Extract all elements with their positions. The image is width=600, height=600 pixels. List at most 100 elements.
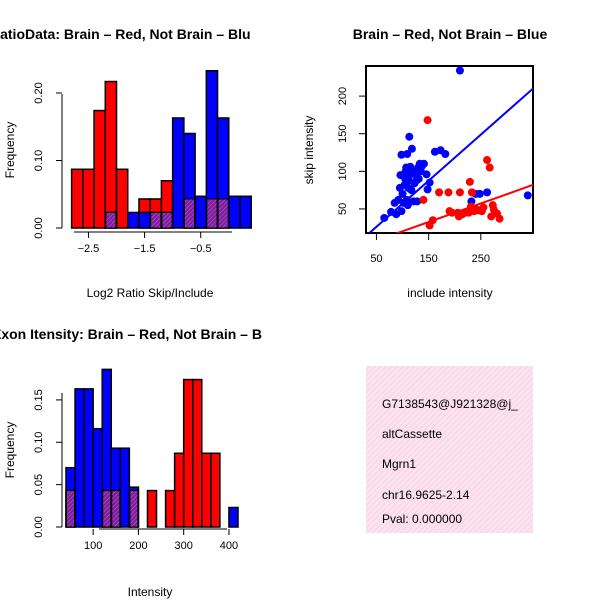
scatter-point-not-brain: [413, 197, 422, 206]
hist3-overlap-bar: [102, 490, 112, 528]
scatter-point-not-brain: [407, 144, 416, 153]
hist3-x-tick-label: 100: [84, 540, 102, 552]
scatter-plot-frame: [365, 65, 534, 234]
scatter-point-brain: [455, 188, 464, 197]
scatter-point-not-brain: [398, 189, 407, 198]
ratio-y-ticks: 0.00 0.10 0.20: [33, 82, 62, 239]
scatter-y-tick-label: 100: [337, 162, 349, 180]
scatter-x-ticks: 50 150 250: [370, 233, 490, 265]
scatter-point-not-brain: [407, 186, 416, 195]
scatter-point-brain: [465, 177, 474, 186]
intensity-x-ticks: 100 200 300 400: [84, 529, 238, 552]
scatter-y-tick-label: 200: [337, 87, 349, 105]
intensity-x-axis-label: Intensity: [128, 585, 173, 599]
scatter-point-not-brain: [455, 66, 464, 75]
hist1-overlap-bar: [183, 198, 196, 229]
scatter-fit-line-not-brain: [367, 87, 533, 233]
scatter-y-tick-label: 50: [337, 203, 349, 215]
hist1-bar-not-brain: [171, 117, 185, 229]
scatter-point-not-brain: [523, 191, 532, 200]
intensity-scatter-panel: Brain – Red, Not Brain – Blue 50 150 250 5…: [302, 26, 547, 300]
ratio-y-axis-label: Frequency: [3, 122, 17, 179]
ratio-x-ticks: −2.5 −1.5 −0.5: [78, 232, 212, 255]
gene-name-text: Mgrn1: [382, 457, 416, 471]
hist3-bar-not-brain: [228, 506, 239, 528]
hist1-y-tick-label: 0.00: [33, 217, 45, 238]
hist3-y-tick-label: 0.15: [33, 389, 45, 410]
hist3-y-tick-label: 0.00: [33, 516, 45, 537]
scatter-point-brain: [495, 214, 504, 223]
location-text: chr16.9625-2.14: [382, 488, 470, 502]
hist1-bar-brain: [70, 168, 84, 229]
hist1-y-tick-label: 0.10: [33, 150, 45, 171]
scatter-point-brain: [423, 116, 432, 125]
hist1-overlap-bar: [217, 198, 229, 229]
hist3-bar-brain: [173, 452, 185, 528]
hist1-x-tick-label: −0.5: [190, 243, 212, 255]
info-panel-background: [366, 366, 533, 533]
ratio-histogram-bars: [70, 69, 252, 229]
scatter-point-not-brain: [419, 159, 428, 168]
scatter-x-tick-label: 150: [419, 253, 437, 265]
scatter-point-not-brain: [403, 201, 412, 210]
hist3-x-tick-label: 400: [220, 540, 238, 552]
hist1-bar-brain: [93, 109, 107, 229]
scatter-point-brain: [483, 156, 492, 165]
hist1-x-tick-label: −2.5: [78, 243, 100, 255]
hist3-bar-not-brain: [83, 388, 94, 528]
ratio-histogram-title: RatioData: Brain – Red, Not Brain – Blu: [0, 26, 251, 42]
scatter-marks: [367, 66, 533, 233]
intensity-histogram-bars: [65, 368, 239, 528]
info-panel: G7138543@J921328@j_ altCassette Mgrn1 ch…: [366, 366, 533, 533]
hist1-bar-not-brain: [194, 195, 208, 229]
hist3-bar-brain: [182, 378, 194, 528]
hist3-x-tick-label: 300: [175, 540, 193, 552]
scatter-point-brain: [444, 188, 453, 197]
hist3-y-tick-label: 0.10: [33, 432, 45, 453]
intensity-y-axis-label: Frequency: [3, 422, 17, 479]
scatter-point-not-brain: [397, 207, 406, 216]
scatter-y-ticks: 50 100 150 200: [337, 87, 366, 215]
scatter-clip: [367, 66, 533, 233]
hist1-bar-not-brain: [126, 211, 140, 229]
hist3-overlap-bar: [66, 490, 76, 528]
pval-text: Pval: 0.000000: [382, 512, 462, 526]
hist1-bar-brain: [104, 80, 118, 229]
scatter-point-not-brain: [423, 185, 432, 194]
hist1-overlap-bar: [105, 211, 117, 229]
hist1-bar-not-brain: [138, 211, 151, 229]
hist1-y-tick-label: 0.20: [33, 82, 45, 103]
scatter-point-brain: [419, 195, 428, 204]
hist3-x-tick-label: 200: [129, 540, 147, 552]
scatter-x-tick-label: 50: [370, 253, 382, 265]
ratio-histogram-panel: RatioData: Brain – Red, Not Brain – Blu …: [0, 26, 252, 300]
event-type-text: altCassette: [382, 427, 442, 441]
scatter-point-not-brain: [414, 174, 423, 183]
scatter-title: Brain – Red, Not Brain – Blue: [353, 26, 548, 42]
hist3-bar-not-brain: [92, 427, 103, 528]
scatter-x-tick-label: 250: [472, 253, 490, 265]
scatter-point-brain: [435, 188, 444, 197]
scatter-point-brain: [467, 188, 476, 197]
hist3-bar-brain: [201, 452, 212, 528]
hist1-bar-brain: [82, 168, 95, 229]
hist3-overlap-bar: [129, 490, 139, 528]
scatter-point-not-brain: [483, 188, 492, 197]
hist3-bar-brain: [164, 489, 176, 528]
hist3-bar-brain: [210, 452, 221, 528]
hist1-bar-not-brain: [239, 195, 252, 229]
hist3-y-tick-label: 0.05: [33, 474, 45, 495]
intensity-histogram-panel: Exon Itensity: Brain – Red, Not Brain – …: [0, 326, 262, 599]
scatter-y-tick-label: 150: [337, 125, 349, 143]
hist1-bar-not-brain: [228, 195, 241, 229]
hist3-overlap-bar: [111, 490, 121, 528]
hist1-x-tick-label: −1.5: [134, 243, 156, 255]
scatter-point-not-brain: [475, 189, 484, 198]
scatter-point-not-brain: [403, 150, 412, 159]
hist3-bar-not-brain: [74, 388, 85, 528]
intensity-y-ticks: 0.00 0.05 0.10 0.15: [33, 389, 62, 538]
scatter-point-not-brain: [422, 170, 431, 179]
hist1-bar-brain: [115, 168, 129, 229]
scatter-point-not-brain: [405, 132, 414, 141]
